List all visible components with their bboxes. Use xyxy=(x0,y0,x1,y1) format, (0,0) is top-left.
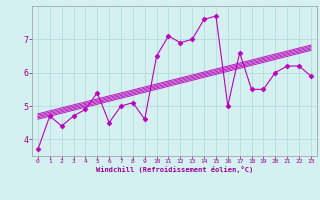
X-axis label: Windchill (Refroidissement éolien,°C): Windchill (Refroidissement éolien,°C) xyxy=(96,166,253,173)
